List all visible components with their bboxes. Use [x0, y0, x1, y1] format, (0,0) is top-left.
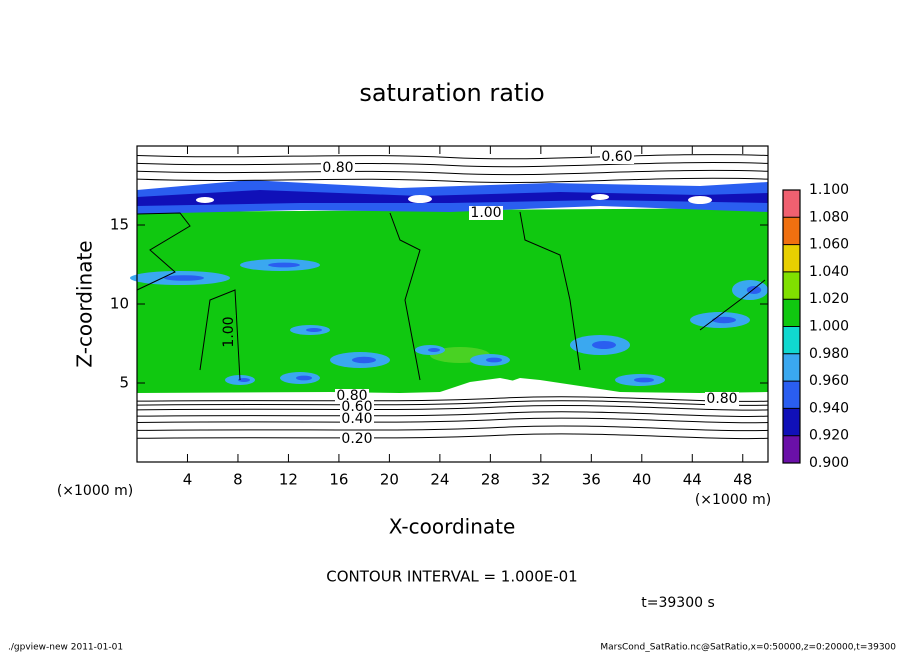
region-blue-spot	[352, 356, 376, 364]
region-blue-spot	[486, 357, 502, 363]
contour-line	[136, 433, 769, 440]
colorbar-band	[783, 190, 800, 218]
colorbar-band	[783, 381, 800, 409]
region-blue-spot	[238, 378, 250, 382]
contour-label: 0.20	[341, 431, 372, 447]
contour-line	[136, 154, 769, 160]
contour-label-bg	[222, 315, 236, 349]
y-tick-label: 10	[110, 295, 129, 313]
x-tick-label: 16	[329, 471, 348, 489]
x-tick-label: 36	[582, 471, 601, 489]
field: 0.800.601.001.000.800.600.400.200.80	[130, 146, 769, 462]
contour-line	[136, 417, 769, 424]
x-unit: (×1000 m)	[695, 492, 771, 508]
contour-label-bg	[340, 400, 374, 414]
contour-label-bg	[321, 161, 355, 175]
region-navy	[137, 190, 768, 206]
colorbar-tick-label: 0.960	[809, 373, 849, 389]
colorbar-band	[783, 299, 800, 327]
contour-label-bg	[335, 389, 369, 403]
contour-label-bg	[340, 432, 374, 446]
region-green	[137, 208, 768, 393]
colorbar-tick-label: 1.060	[809, 237, 849, 253]
region-blue-spot	[296, 375, 312, 381]
colorbar-band	[783, 244, 800, 272]
x-axis-label: X-coordinate	[389, 515, 516, 539]
region-blue-spot	[712, 316, 736, 324]
colorbar-band	[783, 271, 800, 300]
region-white	[440, 378, 540, 392]
contour-label: 1.00	[470, 205, 501, 221]
contour-label: 0.80	[706, 391, 737, 407]
colorbar-tick-label: 0.940	[809, 400, 849, 416]
region-blue-spot	[634, 377, 654, 383]
contour-label: 0.80	[322, 160, 353, 176]
contour-label-bg	[340, 412, 374, 426]
colorbar-tick-label: 0.980	[809, 346, 849, 362]
colorbar-band	[783, 217, 800, 245]
colorbar-band	[783, 408, 800, 436]
contour-label-bg	[600, 150, 634, 164]
x-tick-label: 20	[380, 471, 399, 489]
y-unit: (×1000 m)	[57, 483, 133, 499]
contour-line	[136, 404, 769, 411]
footer-right: MarsCond_SatRatio.nc@SatRatio,x=0:50000,…	[600, 643, 896, 653]
region-blue-spot	[268, 262, 300, 268]
contour-label: 1.00	[221, 316, 237, 347]
y-tick-label: 15	[110, 216, 129, 234]
colorbar-tick-label: 1.100	[809, 182, 849, 198]
region-white	[408, 195, 432, 203]
colorbar-tick-label: 1.040	[809, 264, 849, 280]
region-white	[196, 197, 214, 203]
colorbar-band	[783, 353, 800, 382]
x-tick-label: 32	[531, 471, 550, 489]
contour-line	[136, 177, 769, 183]
colorbar-band	[783, 435, 800, 463]
colorbar-tick-label: 1.000	[809, 319, 849, 335]
colorbar-tick-label: 1.020	[809, 291, 849, 307]
x-tick-label: 24	[430, 471, 449, 489]
colorbar-tick-label: 0.900	[809, 455, 849, 471]
region-blue-spot	[592, 341, 616, 349]
colorbar-band	[783, 326, 800, 354]
contour-line	[136, 169, 769, 176]
x-tick-label: 48	[733, 471, 752, 489]
contour-interval: CONTOUR INTERVAL = 1.000E-01	[326, 568, 577, 586]
x-tick-label: 40	[632, 471, 651, 489]
time-label: t=39300 s	[641, 595, 715, 611]
contour-line	[136, 161, 769, 168]
contour-label: 0.60	[341, 399, 372, 415]
colorbar-tick-label: 1.080	[809, 209, 849, 225]
contour-label: 0.60	[601, 149, 632, 165]
contour-label: 0.40	[341, 411, 372, 427]
x-tick-label: 8	[233, 471, 243, 489]
chart-title: saturation ratio	[359, 79, 544, 107]
contour-line	[136, 400, 769, 406]
x-tick-label: 12	[279, 471, 298, 489]
region-blue-spot	[306, 328, 322, 332]
contour-label-bg	[469, 206, 503, 220]
colorbar-tick-label: 0.920	[809, 428, 849, 444]
contour-label-bg	[705, 392, 739, 406]
x-tick-label: 4	[183, 471, 193, 489]
region-blue-spot	[164, 275, 204, 281]
contour-line	[136, 211, 766, 381]
footer-left: ./gpview-new 2011-01-01	[8, 643, 123, 653]
contour-line	[136, 425, 769, 432]
region-blue-spot	[428, 348, 440, 352]
y-tick-label: 5	[119, 374, 129, 392]
y-axis-label: Z-coordinate	[73, 240, 97, 367]
x-tick-label: 44	[683, 471, 702, 489]
region-white	[591, 194, 609, 200]
x-tick-label: 28	[481, 471, 500, 489]
contour-line	[136, 396, 769, 402]
region-white	[688, 196, 712, 204]
contour-line	[136, 411, 769, 417]
